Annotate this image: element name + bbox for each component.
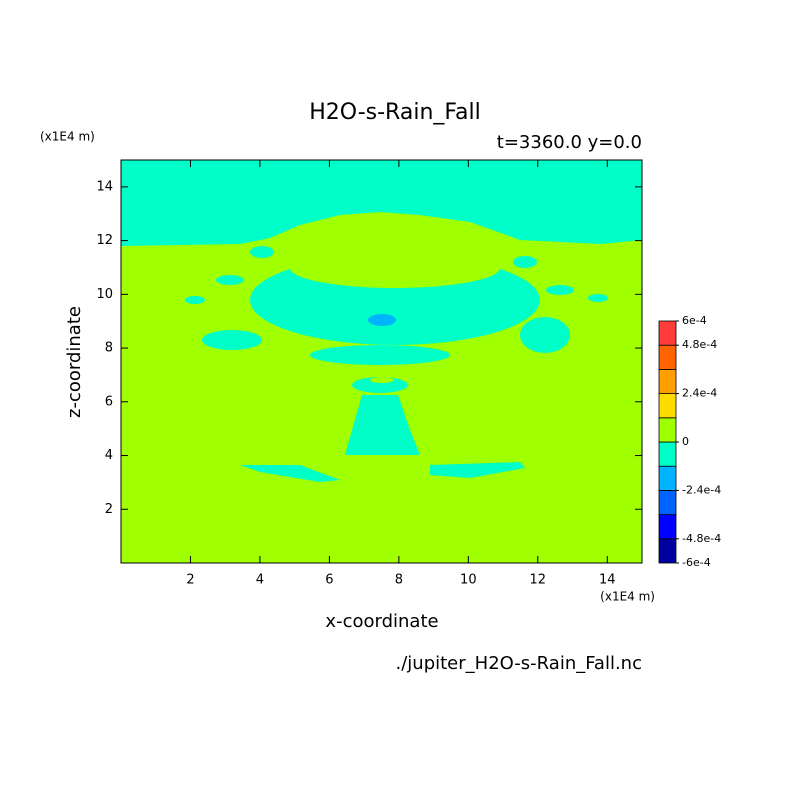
region	[250, 246, 274, 258]
y-tick-label: 8	[105, 341, 113, 356]
region	[290, 248, 500, 288]
y-axis-label: z-coordinate	[64, 306, 85, 418]
region	[202, 330, 262, 350]
y-unit: (x1E4 m)	[40, 130, 95, 144]
region	[240, 465, 340, 482]
plot-frame	[120, 159, 643, 564]
colorbar-box	[658, 393, 677, 419]
x-tick-label: 2	[186, 573, 194, 588]
colorbar-box	[658, 368, 677, 394]
colorbar-tick-label: 2.4e-4	[682, 387, 717, 400]
colorbar-box	[658, 417, 677, 443]
colorbar-box	[658, 441, 677, 467]
colorbar-box	[658, 489, 677, 515]
source-label: ./jupiter_H2O-s-Rain_Fall.nc	[396, 653, 643, 674]
region	[185, 296, 205, 304]
y-tick-label: 2	[105, 502, 113, 517]
colorbar-tick-label: -6e-4	[682, 556, 711, 569]
region	[430, 462, 525, 478]
region	[520, 317, 570, 353]
colorbar-box	[658, 344, 677, 370]
colorbar-tick-label: 0	[682, 435, 689, 448]
y-tick-label: 6	[105, 394, 113, 409]
region	[121, 160, 642, 246]
colorbar-tick-label: 4.8e-4	[682, 338, 717, 351]
chart-subtitle: t=3360.0 y=0.0	[497, 132, 642, 153]
x-tick-label: 12	[530, 573, 547, 588]
colorbar-tick-label: 6e-4	[682, 314, 707, 327]
colorbar-tick-label: -4.8e-4	[682, 532, 721, 545]
y-tick-label: 10	[96, 287, 113, 302]
region	[546, 285, 574, 295]
colorbar-box	[658, 538, 677, 564]
y-tick-label: 14	[96, 179, 113, 194]
y-tick-label: 12	[96, 233, 113, 248]
region	[370, 377, 394, 383]
region	[216, 275, 244, 285]
chart-title: H2O-s-Rain_Fall	[309, 100, 481, 125]
x-unit: (x1E4 m)	[600, 590, 655, 604]
x-tick-label: 14	[599, 573, 616, 588]
colorbar-box	[658, 320, 677, 346]
colorbar-box	[658, 514, 677, 540]
region	[352, 377, 408, 393]
region	[368, 314, 396, 326]
region	[588, 294, 608, 302]
x-axis-label: x-coordinate	[325, 611, 438, 632]
colorbar-tick-label: -2.4e-4	[682, 483, 721, 496]
region	[345, 395, 420, 455]
x-tick-label: 4	[256, 573, 264, 588]
x-tick-label: 8	[395, 573, 403, 588]
region	[310, 345, 450, 365]
region	[513, 256, 537, 268]
y-tick-label: 4	[105, 448, 113, 463]
x-tick-label: 10	[460, 573, 477, 588]
x-tick-label: 6	[325, 573, 333, 588]
contour-field	[121, 160, 642, 563]
colorbar-box	[658, 465, 677, 491]
